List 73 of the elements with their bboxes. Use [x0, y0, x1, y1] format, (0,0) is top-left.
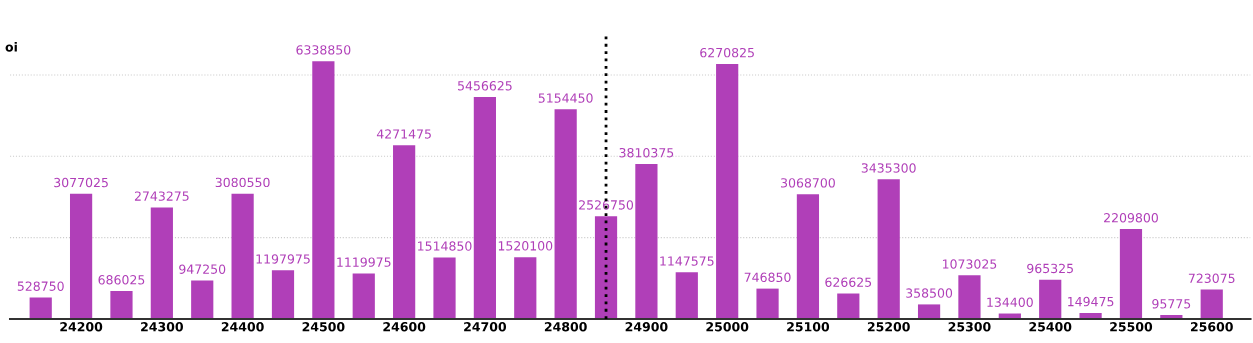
x-tick-label: 25300: [948, 321, 991, 332]
data-label: 4271475: [376, 129, 431, 139]
x-tick-label: 25100: [787, 321, 830, 332]
bar: [675, 272, 698, 319]
bar: [635, 164, 658, 319]
x-tick-label: 25600: [1190, 321, 1233, 332]
bar: [69, 193, 93, 319]
x-tick-label: 24500: [302, 321, 345, 332]
bar: [837, 293, 860, 319]
data-label: 149475: [1068, 296, 1114, 307]
x-tick-label: 24900: [625, 321, 668, 332]
bar: [796, 194, 820, 319]
data-label: 947250: [179, 264, 226, 274]
data-label: 1073025: [942, 259, 997, 269]
bar: [877, 179, 900, 319]
bar: [231, 193, 254, 319]
bar: [1200, 289, 1223, 319]
x-tick-label: 24300: [141, 321, 183, 332]
x-tick-label: 24400: [221, 321, 264, 332]
bar: [756, 288, 779, 319]
data-label: 965325: [1027, 263, 1073, 274]
data-label: 1197975: [256, 254, 310, 264]
data-label: 5456625: [458, 81, 512, 91]
bar: [271, 270, 295, 319]
bar: [716, 63, 739, 319]
bar: [473, 97, 496, 319]
bar: [594, 216, 618, 319]
data-label: 1147575: [660, 256, 714, 266]
bar: [958, 275, 981, 319]
x-tick-label: 25400: [1029, 321, 1072, 332]
bar: [312, 61, 335, 319]
bar: [110, 291, 133, 319]
x-tick-label: 25200: [867, 321, 910, 332]
x-tick-label: 24200: [60, 321, 103, 332]
data-label: 3435300: [861, 163, 916, 173]
bar: [29, 297, 52, 319]
bar: [150, 207, 173, 319]
y-axis-title: oi: [5, 41, 17, 52]
bar: [352, 273, 375, 319]
bar: [917, 304, 941, 319]
data-label: 3810375: [619, 147, 674, 158]
data-label: 6270825: [700, 47, 754, 58]
x-tick-label: 24800: [544, 321, 587, 332]
bar: [1039, 279, 1062, 319]
data-label: 723075: [1188, 273, 1235, 283]
bar: [393, 145, 416, 319]
bar: [191, 280, 214, 319]
data-label: 686025: [98, 275, 145, 285]
x-tick-label: 25000: [706, 321, 749, 332]
data-label: 2743275: [134, 191, 189, 201]
x-tick-label: 24700: [464, 321, 507, 332]
x-tick-label: 24600: [383, 321, 426, 332]
data-label: 626625: [825, 277, 872, 287]
bar: [1119, 229, 1143, 319]
x-tick-label: 25500: [1110, 321, 1153, 332]
data-label: 3080550: [215, 177, 270, 188]
data-label: 3068700: [781, 178, 835, 188]
bar: [554, 109, 577, 319]
data-label: 95775: [1152, 299, 1191, 309]
data-label: 1514850: [418, 241, 472, 251]
data-label: 2526750: [579, 200, 634, 210]
data-label: 5154450: [538, 93, 593, 103]
data-label: 6338850: [296, 45, 351, 55]
data-label: 358500: [906, 288, 953, 298]
data-label: 746850: [744, 272, 791, 283]
data-label: 1119975: [337, 257, 391, 267]
bar: [514, 257, 537, 319]
bar: [433, 257, 456, 319]
data-label: 528750: [17, 281, 64, 291]
data-label: 134400: [987, 297, 1033, 307]
data-label: 2209800: [1104, 213, 1158, 223]
data-label: 3077025: [54, 177, 108, 188]
data-label: 1520100: [498, 241, 553, 251]
